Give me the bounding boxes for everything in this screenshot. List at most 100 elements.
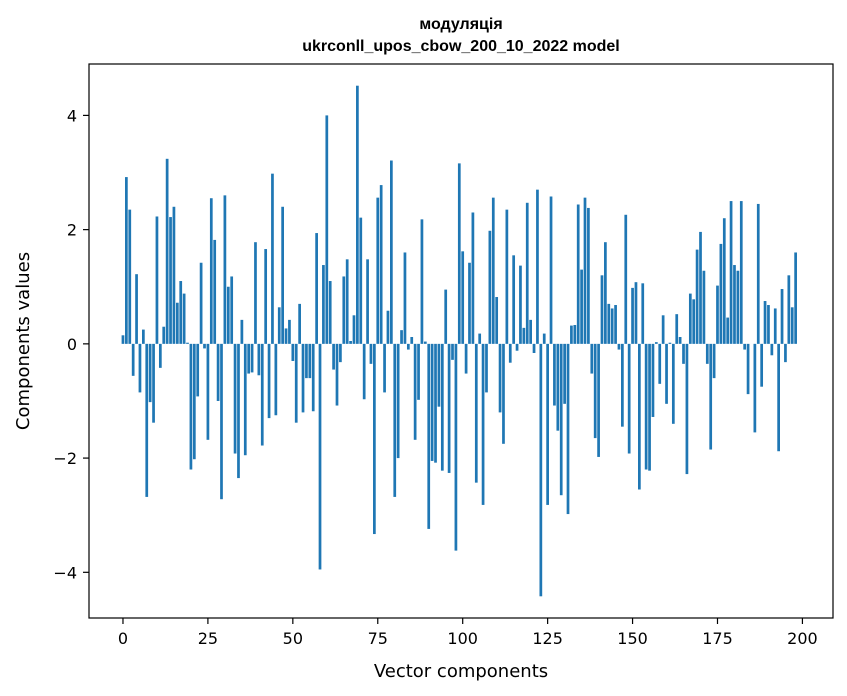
bar [271,173,274,344]
plot-area-frame [88,63,834,619]
bar [376,197,380,344]
bar [502,343,505,444]
bar [199,262,203,344]
x-axis-ticks: 0 25 50 75 100 125 150 175 200 [118,618,818,648]
bar [770,343,774,356]
bar [790,307,794,344]
bar [621,343,624,427]
bar [260,343,264,446]
bar [233,343,237,454]
x-tick-label: 25 [198,629,218,648]
bar [777,343,780,452]
bar [468,262,471,344]
bar [142,329,145,344]
bar [794,252,797,344]
bar [665,343,668,404]
bar [532,343,536,353]
bar [288,319,291,344]
bar [617,343,621,350]
bar [121,335,125,344]
bar [671,343,675,424]
bar [685,343,689,475]
bar [434,343,437,463]
bar [237,343,240,479]
bar [624,214,628,344]
bar [559,343,563,496]
bar [508,343,512,363]
bar [454,343,458,551]
bar [138,343,142,393]
bar [189,343,193,470]
x-tick-label: 200 [787,629,818,648]
x-tick-label: 125 [532,629,563,648]
bar [739,201,743,344]
bar [743,343,747,350]
bar [223,195,227,344]
bar [274,343,278,416]
bar [593,343,597,439]
bar [291,343,295,361]
bar [610,308,614,344]
bar [478,333,482,344]
bar [390,160,393,344]
bar [736,270,740,344]
bar [230,276,234,344]
bar [325,115,329,344]
y-tick-label: 2 [67,221,77,240]
bar [638,343,641,490]
x-axis-label: Vector components [374,661,548,682]
bar [688,293,692,344]
bar [162,326,166,344]
bar [604,242,607,344]
x-tick-label: 100 [447,629,478,648]
bar [546,343,549,505]
bar [658,343,662,384]
bar [644,343,648,470]
bar [753,343,757,433]
bar [145,343,149,497]
bar [128,209,132,344]
bar [549,196,553,344]
bar [301,343,305,413]
bar [756,203,760,344]
bar [471,212,475,344]
bar [359,217,363,344]
bar [362,343,366,400]
y-axis-ticks: −4 −2 0 2 4 [53,106,89,582]
bar [182,293,186,344]
bar [179,281,183,344]
bar [760,343,764,387]
bar [631,287,634,344]
bar [607,303,611,344]
bar [366,259,369,344]
bar [209,198,213,344]
bar [196,343,200,397]
bar [315,233,318,344]
bar [519,265,522,344]
bar [216,343,220,401]
bar [695,249,699,344]
bar [264,249,268,344]
bar [566,343,570,515]
bar [125,177,128,344]
bar [386,310,390,344]
bar [206,343,210,440]
bar [440,343,444,471]
bar [413,343,417,440]
bar [192,343,196,460]
bar [668,342,672,344]
bar [573,325,577,344]
bar [705,343,709,364]
bar [277,307,281,344]
y-tick-label: −4 [53,563,77,582]
bar [542,333,546,344]
bar [250,343,254,373]
bar [339,343,342,363]
bar [648,343,651,471]
bar [148,343,152,403]
bar [430,343,434,461]
bar [553,343,556,406]
bar [491,197,495,344]
bar [247,343,251,374]
